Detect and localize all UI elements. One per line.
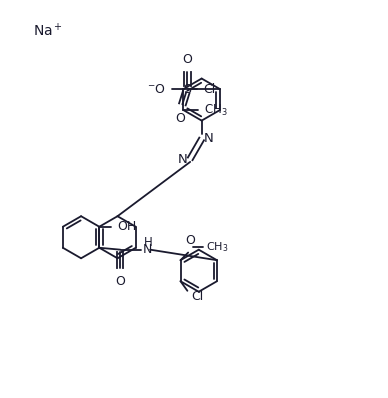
Text: O: O xyxy=(175,112,185,125)
Text: OH: OH xyxy=(117,220,137,233)
Text: N: N xyxy=(204,133,214,145)
Text: O: O xyxy=(115,275,125,287)
Text: H: H xyxy=(144,236,153,249)
Text: $^{-}$O: $^{-}$O xyxy=(147,82,166,96)
Text: CH$_3$: CH$_3$ xyxy=(206,240,228,254)
Text: Cl: Cl xyxy=(203,82,216,96)
Text: CH$_3$: CH$_3$ xyxy=(204,103,227,118)
Text: Cl: Cl xyxy=(192,290,204,303)
Text: N: N xyxy=(143,243,152,256)
Text: N: N xyxy=(178,154,188,166)
Text: Na$^+$: Na$^+$ xyxy=(33,22,63,39)
Text: S: S xyxy=(184,82,191,96)
Text: O: O xyxy=(182,53,192,66)
Text: O: O xyxy=(185,234,195,247)
